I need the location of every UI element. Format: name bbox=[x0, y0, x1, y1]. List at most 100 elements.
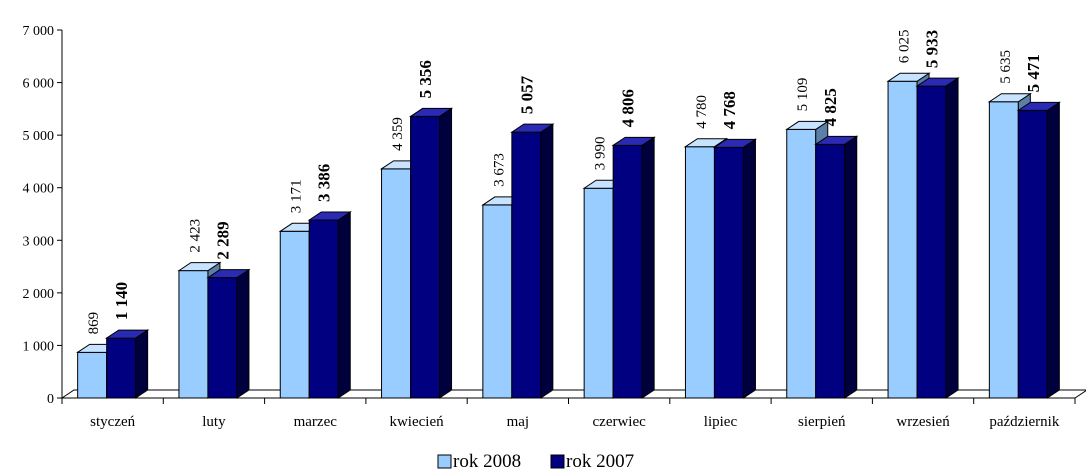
bar-top bbox=[886, 72, 931, 82]
bar-top bbox=[785, 120, 830, 130]
bar-side bbox=[337, 211, 351, 399]
y-tick-label: 1 000 bbox=[23, 339, 55, 354]
data-label-rok-2008-czerwiec: 3 990 bbox=[593, 136, 609, 170]
bar-front bbox=[381, 168, 412, 399]
y-tick-label: 4 000 bbox=[23, 182, 55, 197]
y-tick-label: 0 bbox=[47, 392, 54, 407]
data-label-rok-2008-styczen: 869 bbox=[86, 312, 102, 335]
bar-rok-2007-styczen bbox=[104, 329, 150, 399]
data-label-rok-2007-pazdziernik: 5 471 bbox=[1024, 54, 1043, 92]
data-label-rok-2008-luty: 2 423 bbox=[187, 219, 203, 253]
bar-top bbox=[104, 329, 150, 339]
data-label-rok-2007-kwiecien: 5 356 bbox=[416, 60, 435, 98]
bar-front bbox=[612, 144, 643, 399]
bar-top bbox=[683, 138, 729, 148]
data-label-rok-2007-wrzesien: 5 933 bbox=[923, 30, 942, 68]
bar-side bbox=[844, 135, 858, 399]
legend-label-rok-2007: rok 2007 bbox=[566, 451, 634, 472]
bar-side bbox=[641, 136, 655, 399]
bar-front bbox=[410, 115, 441, 399]
data-label-rok-2007-maj: 5 057 bbox=[517, 75, 536, 114]
y-tick-label: 3 000 bbox=[23, 234, 55, 249]
bar-top bbox=[915, 77, 960, 87]
bar-rok-2007-czerwiec bbox=[611, 136, 656, 399]
data-label-rok-2007-marzec: 3 386 bbox=[315, 164, 334, 202]
chart-axes: 0 1 000 2 000 3 000 4 000 5 000 6 000 7 000 styc… bbox=[23, 24, 1076, 430]
bar-top bbox=[177, 262, 222, 272]
bar-front bbox=[1017, 109, 1048, 399]
bar-top bbox=[1016, 101, 1062, 111]
data-label-rok-2007-lipiec: 4 768 bbox=[720, 91, 739, 129]
bar-front bbox=[77, 351, 108, 399]
bar-front bbox=[178, 270, 209, 399]
bar-side bbox=[1046, 101, 1060, 399]
bar-top bbox=[206, 269, 251, 279]
bar-rok-2007-kwiecien bbox=[408, 107, 454, 399]
data-label-rok-2007-luty: 2 289 bbox=[213, 221, 232, 259]
bar-front bbox=[583, 187, 614, 399]
bar-front bbox=[279, 230, 310, 399]
data-label-rok-2008-sierpien: 5 109 bbox=[795, 78, 811, 112]
bar-rok-2007-maj bbox=[510, 123, 555, 399]
data-label-rok-2008-lipiec: 4 780 bbox=[694, 95, 710, 129]
bar-front bbox=[511, 131, 542, 399]
x-tick-label-lipiec: lipiec bbox=[704, 414, 738, 430]
bar-side bbox=[439, 107, 453, 399]
bar-front bbox=[887, 80, 918, 399]
data-label-rok-2007-czerwiec: 4 806 bbox=[619, 89, 638, 127]
bar-front bbox=[713, 146, 744, 399]
bar-top bbox=[814, 135, 859, 145]
bar-top bbox=[510, 123, 555, 133]
bar-front bbox=[786, 128, 817, 399]
bar-rok-2007-marzec bbox=[307, 211, 352, 399]
x-tick-label-luty: luty bbox=[202, 414, 226, 430]
data-label-rok-2008-kwiecien: 4 359 bbox=[390, 117, 406, 151]
legend: rok 2008 rok 2007 bbox=[437, 451, 634, 472]
y-tick-label: 6 000 bbox=[23, 77, 55, 92]
bar-front bbox=[916, 85, 947, 399]
bar-front bbox=[815, 143, 846, 399]
bar-top bbox=[611, 136, 656, 146]
bar-rok-2007-pazdziernik bbox=[1016, 101, 1062, 399]
x-tick-label-pazdziernik: październik bbox=[989, 414, 1059, 430]
x-tick-label-kwiecien: kwiecień bbox=[389, 414, 444, 430]
bar-top bbox=[307, 211, 352, 221]
bar-top bbox=[712, 138, 758, 148]
bar-rok-2007-sierpien bbox=[814, 135, 859, 399]
bar-side bbox=[945, 77, 959, 399]
data-label-rok-2007-styczen: 1 140 bbox=[112, 282, 131, 320]
bar-front bbox=[106, 337, 137, 399]
bar-front bbox=[684, 146, 715, 399]
legend-label-rok-2008: rok 2008 bbox=[453, 451, 521, 472]
x-tick-label-wrzesien: wrzesień bbox=[896, 414, 950, 430]
bar-side bbox=[742, 138, 756, 399]
chart-bars bbox=[75, 72, 1062, 399]
x-tick-label-sierpien: sierpień bbox=[798, 414, 846, 430]
data-label-rok-2008-wrzesien: 6 025 bbox=[897, 30, 913, 64]
data-label-rok-2008-marzec: 3 171 bbox=[289, 180, 305, 214]
y-tick-label: 5 000 bbox=[23, 129, 55, 144]
bar-front bbox=[482, 204, 513, 399]
legend-swatch-rok-2008 bbox=[437, 454, 452, 469]
y-tick-label: 2 000 bbox=[23, 287, 55, 302]
bar-rok-2007-lipiec bbox=[712, 138, 758, 399]
x-tick-label-styczen: styczeń bbox=[90, 414, 135, 430]
data-label-rok-2008-pazdziernik: 5 635 bbox=[998, 50, 1014, 84]
bar-side bbox=[540, 123, 554, 399]
bar-front bbox=[207, 277, 238, 399]
data-label-rok-2007-sierpien: 4 825 bbox=[821, 88, 840, 126]
bar-rok-2007-luty bbox=[206, 268, 251, 399]
x-tick-label-maj: maj bbox=[507, 414, 530, 430]
bar-side bbox=[236, 268, 250, 399]
bar-front bbox=[988, 101, 1019, 399]
bar-top bbox=[987, 93, 1033, 103]
bar-side bbox=[135, 329, 149, 399]
y-tick-label: 7 000 bbox=[23, 24, 55, 39]
chart-data-labels: 869 1 140 2 423 2 289 3 171 3 386 4 359 5 356 3 … bbox=[86, 30, 1043, 335]
bar-top bbox=[408, 107, 454, 117]
x-tick-label-marzec: marzec bbox=[294, 414, 338, 430]
bar-front bbox=[308, 219, 339, 399]
bar-rok-2007-wrzesien bbox=[915, 77, 960, 399]
legend-swatch-rok-2007 bbox=[550, 454, 565, 469]
